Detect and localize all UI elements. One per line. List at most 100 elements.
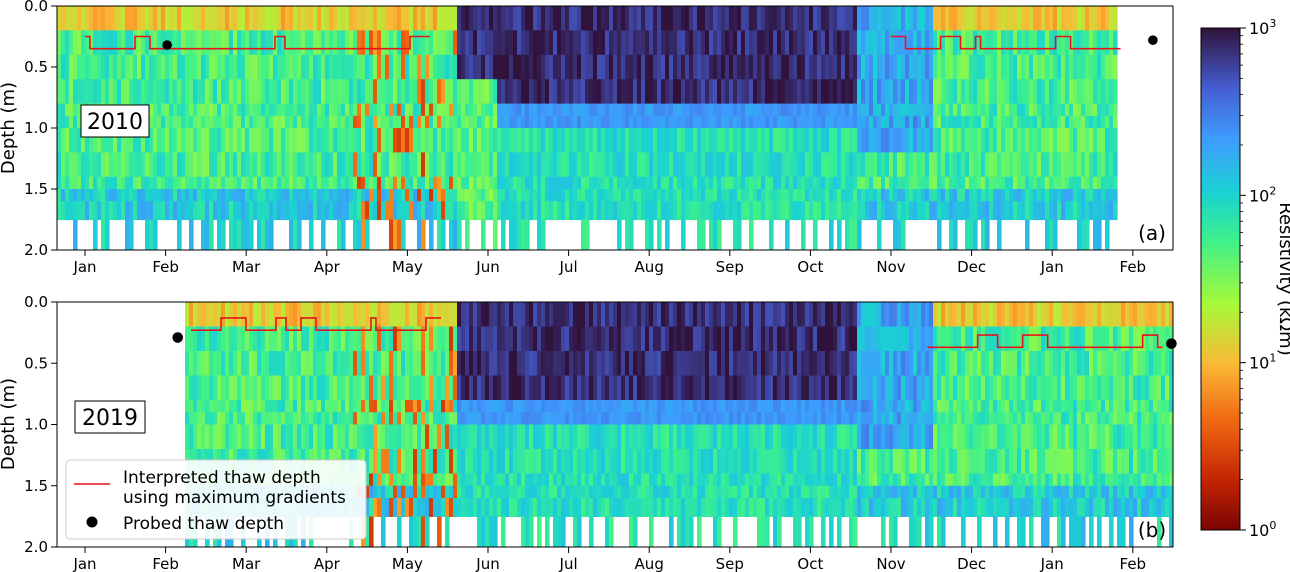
heat-cell — [673, 375, 678, 401]
heat-cell — [173, 189, 178, 202]
heat-cell — [237, 79, 242, 105]
heat-cell — [577, 201, 582, 221]
heat-cell — [517, 54, 522, 80]
heat-cell — [665, 6, 670, 31]
heat-cell — [361, 219, 366, 250]
heat-cell — [1093, 128, 1098, 153]
heat-cell — [457, 351, 462, 377]
heat-cell — [573, 128, 578, 153]
heat-cell — [1101, 115, 1106, 129]
heat-cell — [273, 103, 278, 117]
heat-cell — [449, 152, 454, 178]
heat-cell — [733, 400, 738, 413]
x-tick-label: Jun — [475, 258, 499, 276]
heat-cell — [169, 79, 174, 105]
heat-cell — [193, 6, 198, 31]
heat-cell — [493, 128, 498, 153]
heat-cell — [793, 54, 798, 80]
heat-cell — [785, 498, 790, 517]
heat-cell — [369, 485, 374, 499]
heat-cell — [969, 201, 974, 221]
heat-cell — [757, 79, 762, 105]
heat-cell — [429, 302, 434, 328]
heat-cell — [825, 412, 830, 426]
heat-cell — [577, 79, 582, 105]
heat-cell — [305, 351, 310, 377]
heat-cell — [885, 115, 890, 129]
heat-cell — [217, 176, 222, 190]
heat-cell — [841, 449, 846, 475]
heat-cell — [61, 30, 66, 56]
heat-cell — [305, 115, 310, 129]
heat-cell — [501, 412, 506, 426]
heat-cell — [561, 54, 566, 80]
heat-cell — [193, 115, 198, 129]
heat-cell — [433, 351, 438, 377]
heat-cell — [653, 351, 658, 377]
heat-cell — [629, 103, 634, 117]
heat-cell — [653, 201, 658, 221]
heat-cell — [949, 79, 954, 105]
heat-cell — [337, 176, 342, 190]
heat-cell — [685, 189, 690, 202]
heat-cell — [725, 54, 730, 80]
heat-cell — [341, 375, 346, 401]
heat-cell — [253, 412, 258, 426]
heat-cell — [581, 485, 586, 499]
heat-cell — [849, 176, 854, 190]
heat-cell — [453, 351, 458, 377]
heat-cell — [397, 201, 402, 221]
heat-cell — [925, 201, 930, 221]
heat-cell — [221, 219, 226, 250]
heat-cell — [297, 302, 302, 328]
heat-cell — [257, 176, 262, 190]
heat-cell — [265, 302, 270, 328]
heat-cell — [469, 201, 474, 221]
heat-cell — [881, 189, 886, 202]
heat-cell — [805, 424, 810, 450]
heat-cell — [1005, 115, 1010, 129]
heat-cell — [377, 449, 382, 475]
heat-cell — [325, 189, 330, 202]
heat-cell — [973, 201, 978, 221]
heat-cell — [701, 473, 706, 487]
heat-cell — [665, 449, 670, 475]
heat-cell — [457, 79, 462, 105]
heat-cell — [305, 302, 310, 328]
heat-cell — [113, 79, 118, 105]
heat-cell — [73, 128, 78, 153]
heat-cell — [769, 302, 774, 328]
heat-cell — [261, 128, 266, 153]
heat-cell — [917, 201, 922, 221]
heat-cell — [941, 79, 946, 105]
heat-cell — [345, 351, 350, 377]
heat-cell — [973, 128, 978, 153]
heat-cell — [813, 189, 818, 202]
heat-cell — [333, 30, 338, 56]
heat-cell — [209, 219, 214, 250]
heat-cell — [57, 115, 62, 129]
heat-cell — [333, 128, 338, 153]
heat-cell — [669, 176, 674, 190]
heat-cell — [361, 30, 366, 56]
heat-cell — [313, 412, 318, 426]
heat-cell — [185, 400, 190, 413]
heat-cell — [717, 30, 722, 56]
heat-cell — [285, 115, 290, 129]
heat-cell — [561, 412, 566, 426]
heat-cell — [281, 351, 286, 377]
heat-cell — [1101, 6, 1106, 31]
heat-cell — [485, 485, 490, 499]
heat-cell — [929, 30, 934, 56]
heat-cell — [85, 152, 90, 178]
heat-cell — [689, 103, 694, 117]
heat-cell — [765, 375, 770, 401]
heat-cell — [577, 103, 582, 117]
heat-cell — [629, 485, 634, 499]
heat-cell — [429, 176, 434, 190]
heat-cell — [337, 128, 342, 153]
heat-cell — [745, 6, 750, 31]
heat-cell — [1105, 103, 1110, 117]
heat-cell — [681, 351, 686, 377]
heat-cell — [397, 424, 402, 450]
